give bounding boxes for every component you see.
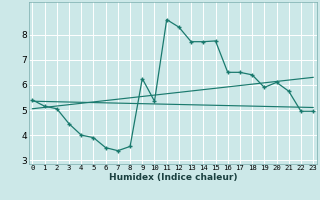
X-axis label: Humidex (Indice chaleur): Humidex (Indice chaleur) xyxy=(108,173,237,182)
